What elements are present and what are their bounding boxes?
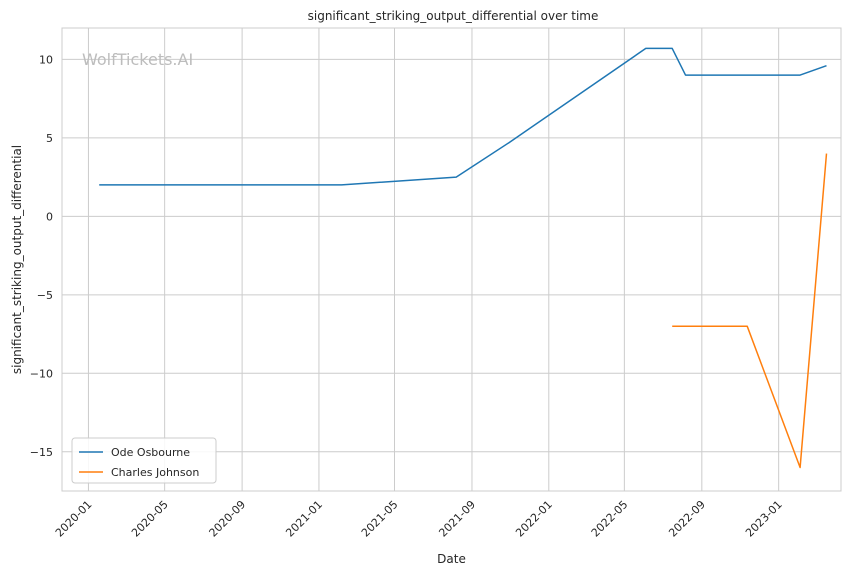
x-tick-label: 2022-09 (666, 498, 708, 540)
x-tick-label: 2023-01 (743, 498, 785, 540)
gridlines (62, 28, 841, 491)
y-tick-label: −10 (30, 367, 53, 380)
y-tick-label: 5 (46, 132, 53, 145)
legend: Ode Osbourne Charles Johnson (71, 437, 217, 484)
legend-label-charles-johnson: Charles Johnson (111, 466, 199, 479)
y-axis: 10 5 0 −5 −10 −15 (30, 53, 53, 458)
chart-title: significant_striking_output_differential… (308, 9, 599, 23)
y-axis-title: significant_striking_output_differential (10, 145, 24, 374)
x-tick-label: 2020-01 (53, 498, 95, 540)
y-tick-label: 10 (39, 53, 53, 66)
x-axis: 2020-01 2020-05 2020-09 2021-01 2021-05 2021-… (53, 498, 785, 540)
y-tick-label: 0 (46, 210, 53, 223)
x-tick-label: 2021-05 (359, 498, 401, 540)
charles-johnson-line (672, 153, 828, 469)
legend-label-ode-osbourne: Ode Osbourne (111, 446, 190, 459)
x-axis-title: Date (437, 552, 466, 566)
x-tick-label: 2022-05 (589, 498, 631, 540)
x-tick-label: 2022-01 (513, 498, 555, 540)
y-tick-label: −5 (37, 289, 53, 302)
legend-box (71, 437, 217, 484)
watermark: WolfTickets.AI (82, 50, 193, 69)
x-tick-label: 2021-01 (283, 498, 325, 540)
x-tick-label: 2021-09 (436, 498, 478, 540)
series-layer (99, 47, 828, 469)
y-tick-label: −15 (30, 446, 53, 459)
ode-osbourne-line (99, 47, 827, 186)
plot-area (61, 27, 842, 492)
x-tick-label: 2020-05 (129, 498, 171, 540)
x-tick-label: 2020-09 (207, 498, 249, 540)
